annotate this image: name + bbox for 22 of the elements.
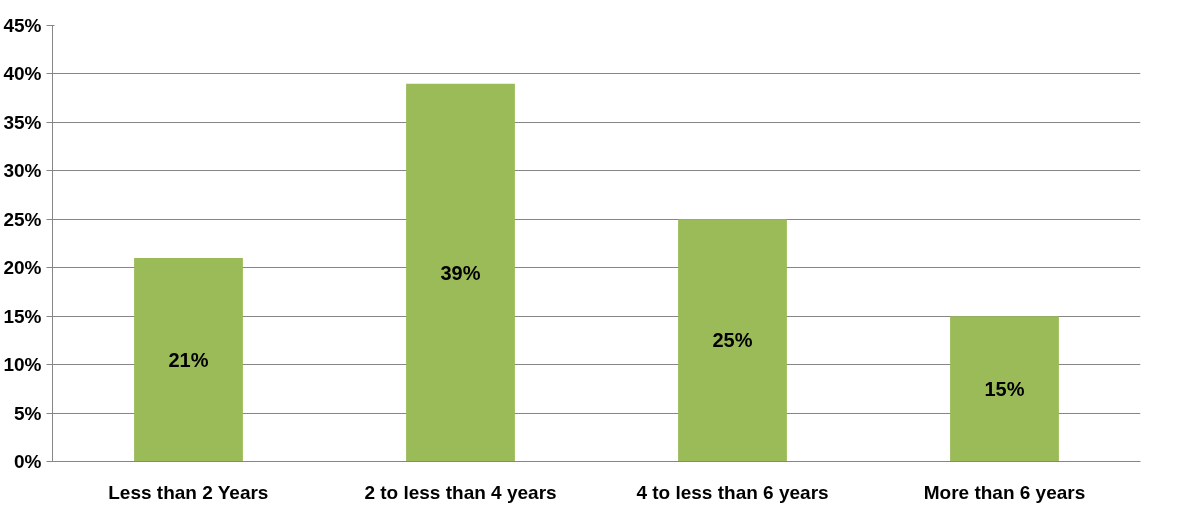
bar [134, 258, 243, 462]
y-tick-label: 20% [3, 257, 42, 279]
x-tick-label: Less than 2 Years [108, 481, 269, 503]
y-tick-label: 40% [3, 63, 42, 85]
bar [950, 316, 1059, 462]
y-tick-label: 30% [3, 160, 42, 182]
data-label: 25% [712, 329, 753, 352]
data-label: 21% [168, 348, 209, 371]
y-tick-label: 45% [3, 15, 42, 36]
bar [678, 219, 787, 462]
x-tick-label: 4 to less than 6 years [636, 481, 829, 503]
bar [406, 83, 515, 462]
y-tick-label: 0% [14, 451, 42, 472]
data-label: 15% [984, 377, 1025, 400]
x-tick-label: More than 6 years [923, 481, 1086, 503]
y-tick-label: 15% [3, 305, 42, 327]
y-tick-label: 5% [14, 402, 42, 424]
y-tick-label: 10% [3, 354, 42, 376]
y-tick-label: 25% [3, 208, 42, 230]
y-tick-label: 35% [3, 111, 42, 133]
x-tick-label: 2 to less than 4 years [364, 481, 557, 503]
data-label: 39% [440, 261, 481, 284]
